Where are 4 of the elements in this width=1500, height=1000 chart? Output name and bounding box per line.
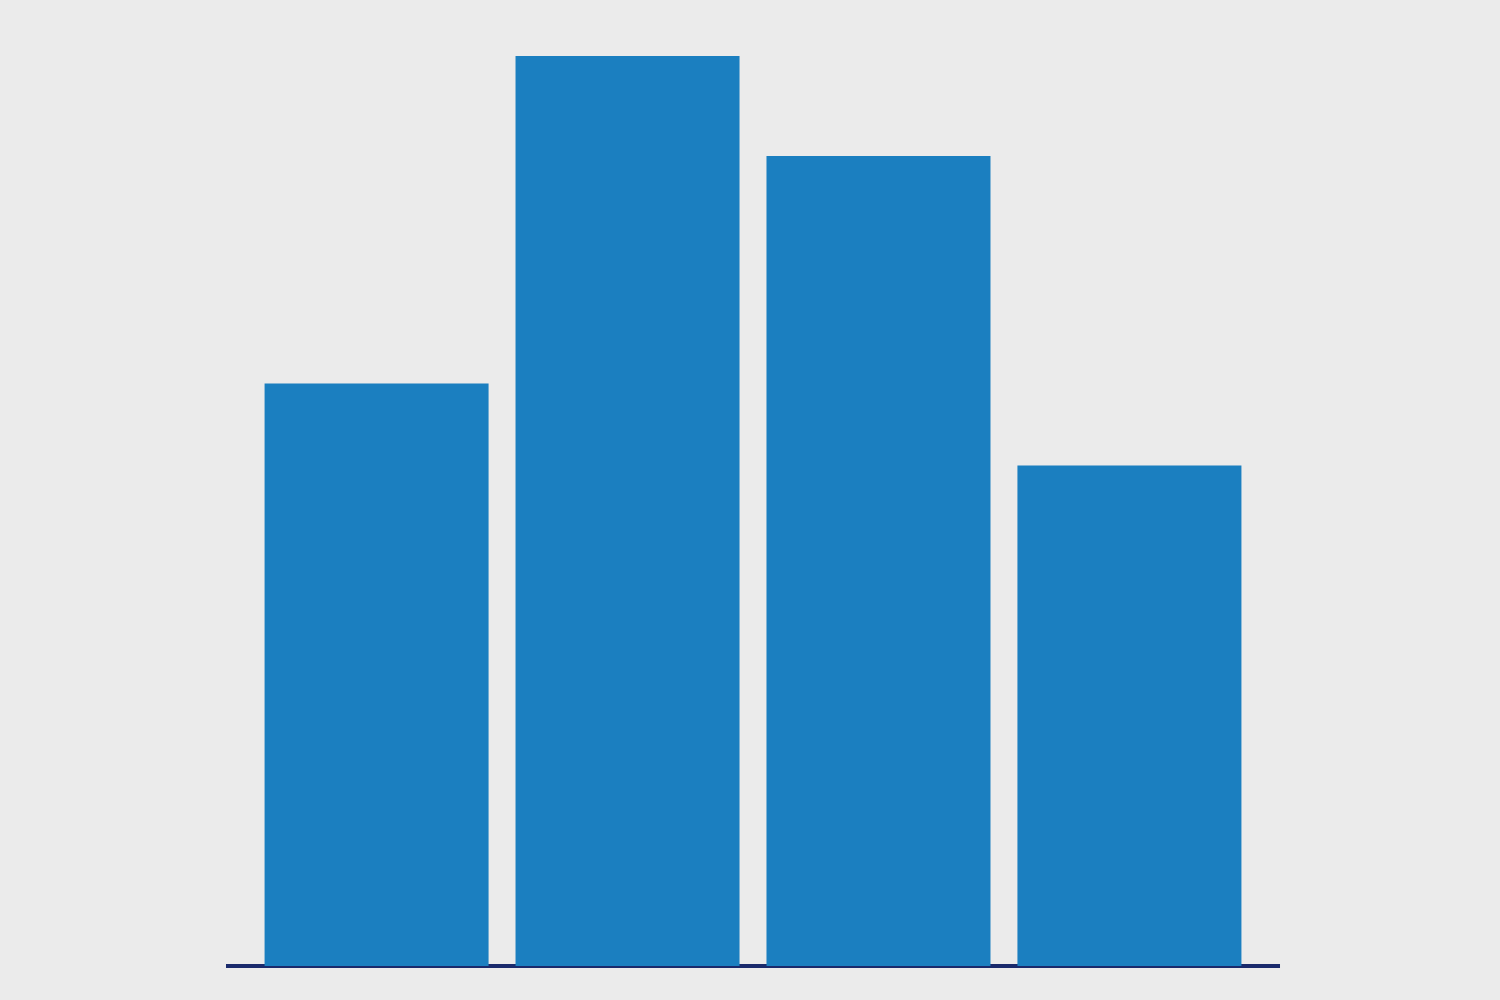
bar [1017,465,1242,966]
bar [515,55,740,966]
bar [264,383,489,966]
bar [766,156,991,966]
